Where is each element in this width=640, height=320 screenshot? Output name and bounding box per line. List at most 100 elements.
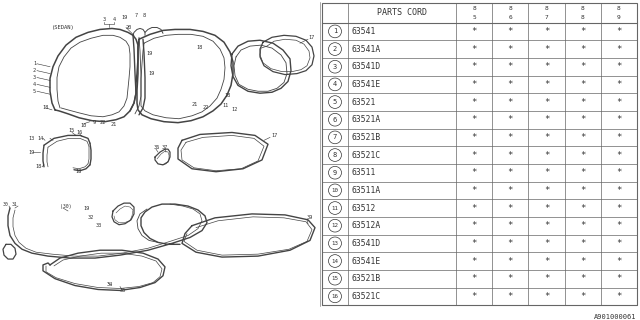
Text: *: * <box>508 115 513 124</box>
Text: 20: 20 <box>126 25 132 30</box>
Text: *: * <box>544 98 549 107</box>
Text: *: * <box>580 80 586 89</box>
Text: *: * <box>616 221 621 230</box>
Text: 31: 31 <box>12 202 18 207</box>
Text: *: * <box>508 44 513 53</box>
Bar <box>322 3 637 305</box>
Text: *: * <box>508 150 513 160</box>
Text: 11: 11 <box>222 103 228 108</box>
Text: 11: 11 <box>332 205 339 211</box>
Text: *: * <box>508 186 513 195</box>
Text: *: * <box>472 44 477 53</box>
Text: *: * <box>508 239 513 248</box>
Text: *: * <box>616 239 621 248</box>
Text: *: * <box>472 274 477 283</box>
Text: *: * <box>580 27 586 36</box>
Text: 5: 5 <box>472 15 476 20</box>
Text: *: * <box>544 239 549 248</box>
Text: *: * <box>544 62 549 71</box>
Text: 32: 32 <box>88 215 94 220</box>
Text: 63521B: 63521B <box>351 274 380 283</box>
Text: 13: 13 <box>28 136 35 141</box>
Text: *: * <box>616 292 621 301</box>
Text: *: * <box>544 204 549 212</box>
Text: 9: 9 <box>333 170 337 176</box>
Text: 2: 2 <box>333 46 337 52</box>
Text: 37: 37 <box>162 145 168 150</box>
Text: *: * <box>616 62 621 71</box>
Text: *: * <box>580 150 586 160</box>
Text: 63541D: 63541D <box>351 62 380 71</box>
Text: *: * <box>616 27 621 36</box>
Text: 6: 6 <box>508 15 512 20</box>
Text: *: * <box>508 62 513 71</box>
Text: A901000061: A901000061 <box>593 314 636 320</box>
Text: *: * <box>544 133 549 142</box>
Text: *: * <box>580 186 586 195</box>
Text: *: * <box>580 257 586 266</box>
Text: *: * <box>616 133 621 142</box>
Text: 19: 19 <box>121 15 127 20</box>
Text: 3: 3 <box>333 64 337 70</box>
Text: *: * <box>580 204 586 212</box>
Text: 63521: 63521 <box>351 98 376 107</box>
Text: 16: 16 <box>76 130 83 135</box>
Text: 8: 8 <box>581 15 584 20</box>
Text: 36: 36 <box>154 145 160 150</box>
Text: *: * <box>616 274 621 283</box>
Text: 3: 3 <box>102 17 106 22</box>
Text: 8: 8 <box>333 152 337 158</box>
Text: 63511A: 63511A <box>351 186 380 195</box>
Text: *: * <box>616 186 621 195</box>
Text: *: * <box>580 98 586 107</box>
Text: *: * <box>508 274 513 283</box>
Text: *: * <box>508 204 513 212</box>
Text: 18: 18 <box>42 105 48 110</box>
Text: 3: 3 <box>33 75 36 80</box>
Text: *: * <box>616 115 621 124</box>
Text: 18: 18 <box>35 164 41 169</box>
Text: *: * <box>580 168 586 177</box>
Text: *: * <box>544 115 549 124</box>
Text: 63541E: 63541E <box>351 80 380 89</box>
Text: 63541D: 63541D <box>351 239 380 248</box>
Text: *: * <box>508 168 513 177</box>
Text: *: * <box>472 204 477 212</box>
Text: 5: 5 <box>333 99 337 105</box>
Text: 63512A: 63512A <box>351 221 380 230</box>
Text: *: * <box>544 150 549 160</box>
Text: *: * <box>472 150 477 160</box>
Text: 13: 13 <box>332 241 339 246</box>
Text: 63521C: 63521C <box>351 292 380 301</box>
Text: *: * <box>508 27 513 36</box>
Text: *: * <box>580 274 586 283</box>
Text: 19: 19 <box>28 149 35 155</box>
Text: *: * <box>580 292 586 301</box>
Text: *: * <box>616 257 621 266</box>
Text: *: * <box>508 133 513 142</box>
Text: 63521A: 63521A <box>351 115 380 124</box>
Text: *: * <box>508 292 513 301</box>
Text: *: * <box>508 257 513 266</box>
Text: *: * <box>616 168 621 177</box>
Text: *: * <box>544 186 549 195</box>
Text: *: * <box>544 168 549 177</box>
Text: 2: 2 <box>33 68 36 73</box>
Text: *: * <box>472 98 477 107</box>
Text: *: * <box>508 80 513 89</box>
Text: *: * <box>544 274 549 283</box>
Text: 63541E: 63541E <box>351 257 380 266</box>
Text: 21: 21 <box>192 102 198 108</box>
Text: 4: 4 <box>113 17 116 22</box>
Text: 30: 30 <box>3 202 9 207</box>
Text: *: * <box>616 98 621 107</box>
Text: 63521B: 63521B <box>351 133 380 142</box>
Text: 6: 6 <box>333 117 337 123</box>
Text: *: * <box>580 133 586 142</box>
Text: *: * <box>616 80 621 89</box>
Text: *: * <box>544 221 549 230</box>
Text: 15: 15 <box>332 276 339 281</box>
Text: 12: 12 <box>231 108 237 112</box>
Text: *: * <box>544 257 549 266</box>
Text: 4: 4 <box>33 82 36 87</box>
